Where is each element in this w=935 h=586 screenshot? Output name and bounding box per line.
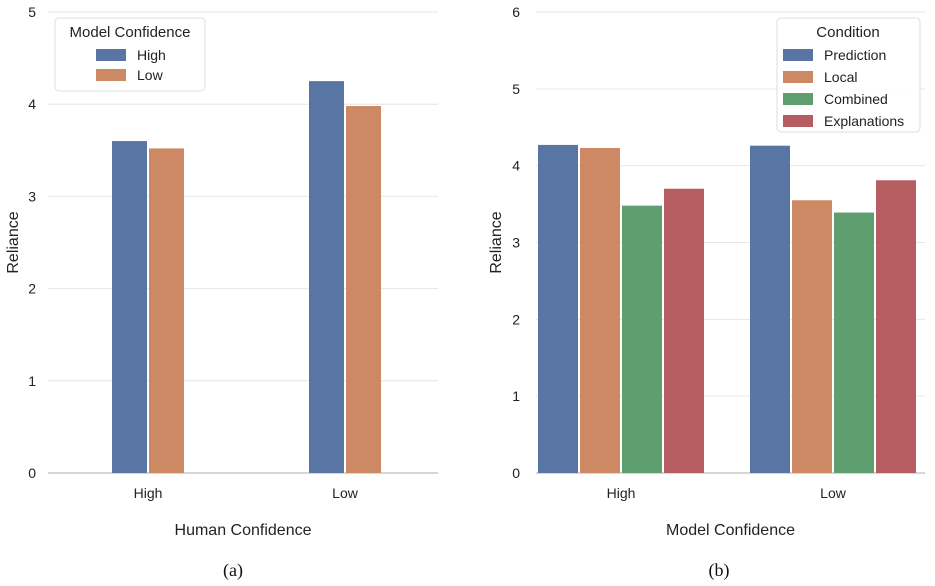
bar-prediction-high [538, 144, 578, 473]
bar-low-low [346, 106, 381, 473]
y-axis-label: Reliance [488, 211, 505, 273]
panel-caption: (a) [223, 560, 243, 581]
legend-item: Prediction [824, 47, 886, 63]
bar-explanations-high [664, 188, 704, 473]
y-axis-label: Reliance [5, 211, 22, 273]
x-tick-label: High [607, 485, 636, 501]
legend-item: Combined [824, 91, 888, 107]
legend-swatch [783, 49, 813, 61]
legend-title: Condition [816, 24, 879, 41]
legend-item: Explanations [824, 113, 904, 129]
legend-title: Model Confidence [70, 24, 191, 41]
y-tick-label: 5 [512, 81, 520, 97]
legend-box [54, 17, 206, 92]
legend-item: Low [137, 67, 164, 83]
bar-prediction-low [750, 145, 790, 473]
y-tick-label: 3 [512, 235, 520, 251]
bar-local-low [792, 200, 832, 473]
bar-high-high [112, 141, 147, 473]
legend: Model Confidence High Low [54, 17, 206, 92]
legend-swatch [783, 93, 813, 105]
legend: Condition Prediction Local Combined Explanat… [776, 17, 921, 133]
y-tick-label: 0 [512, 465, 520, 481]
x-axis-label: Human Confidence [175, 522, 312, 539]
y-tick-label: 2 [512, 311, 520, 327]
y-tick-label: 1 [512, 388, 520, 404]
legend-swatch [96, 49, 126, 61]
legend-swatch [96, 69, 126, 81]
x-axis-label: Model Confidence [666, 522, 795, 539]
x-tick-label: Low [332, 485, 359, 501]
chart-panel-1: 0 1 2 3 4 5 High Low Human Confidence Reliance (a)… [5, 4, 438, 581]
bar-low-high [149, 148, 184, 473]
legend-item: High [137, 47, 166, 63]
legend-item: Local [824, 69, 857, 85]
panel-caption: (b) [709, 560, 730, 581]
legend-swatch [783, 115, 813, 127]
legend-swatch [783, 71, 813, 83]
x-tick-label: Low [820, 485, 847, 501]
bar-local-high [580, 147, 620, 473]
y-tick-label: 3 [28, 188, 36, 204]
y-tick-label: 1 [28, 373, 36, 389]
y-tick-label: 6 [512, 4, 520, 20]
y-tick-label: 4 [512, 158, 520, 174]
y-tick-label: 0 [28, 465, 36, 481]
bar-explanations-low [876, 180, 916, 473]
y-tick-label: 4 [28, 96, 36, 112]
bar-combined-high [622, 205, 662, 473]
chart-panel-2: 0 1 2 3 4 5 6 High Low Model Confidence Reliance (b… [488, 4, 925, 581]
y-tick-label: 2 [28, 281, 36, 297]
y-tick-label: 5 [28, 4, 36, 20]
x-tick-label: High [134, 485, 163, 501]
bar-combined-low [834, 212, 874, 473]
bar-high-low [309, 81, 344, 474]
